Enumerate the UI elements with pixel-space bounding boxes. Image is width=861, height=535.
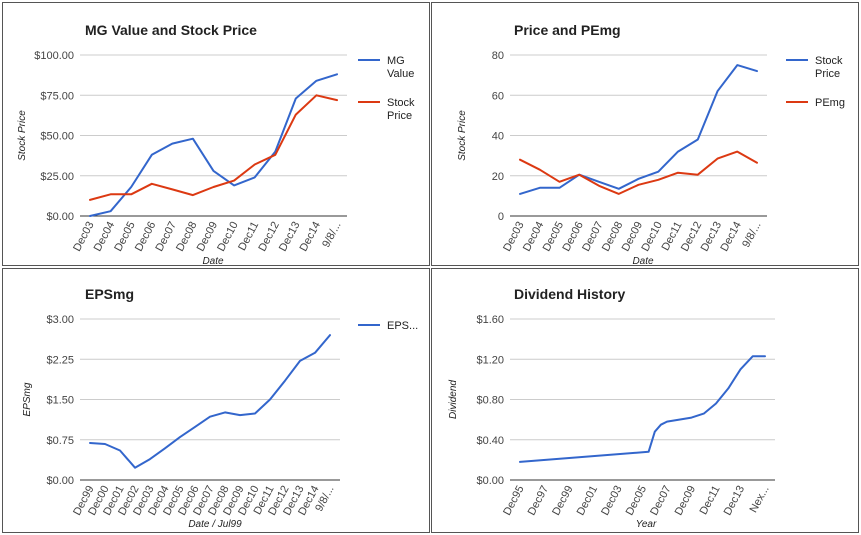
legend-label: Stock Price bbox=[387, 97, 415, 122]
y-tick-label: $0.00 bbox=[46, 211, 74, 223]
x-axis-label: Year bbox=[636, 519, 657, 530]
y-tick-label: $0.00 bbox=[46, 475, 74, 487]
series-line-2 bbox=[519, 150, 758, 195]
legend: Stock Price PEmg bbox=[786, 55, 845, 109]
series-line-1 bbox=[89, 334, 331, 469]
y-tick-label: $1.50 bbox=[46, 395, 74, 407]
chart-panel-3: EPSmg$0.00$0.75$1.50$2.25$3.00Dec99Dec00… bbox=[2, 268, 430, 533]
y-tick-label: 60 bbox=[492, 90, 504, 102]
legend-label: EPS... bbox=[387, 320, 418, 332]
y-tick-label: $1.20 bbox=[476, 354, 504, 366]
chart-title: Dividend History bbox=[514, 286, 625, 302]
legend-label: Stock Price bbox=[815, 55, 843, 80]
panel-frame bbox=[2, 2, 430, 266]
legend: MG Value Stock Price bbox=[358, 55, 415, 122]
y-tick-label: $25.00 bbox=[40, 171, 74, 183]
series-line-1 bbox=[519, 355, 766, 463]
panel-frame bbox=[431, 2, 859, 266]
y-tick-label: $75.00 bbox=[40, 90, 74, 102]
y-tick-label: $0.80 bbox=[476, 395, 504, 407]
y-tick-label: 20 bbox=[492, 171, 504, 183]
y-axis-label: EPSmg bbox=[22, 382, 33, 416]
y-tick-label: $3.00 bbox=[46, 314, 74, 326]
y-tick-label: $100.00 bbox=[34, 50, 74, 62]
y-tick-label: 80 bbox=[492, 50, 504, 62]
chart-panel-4: Dividend History $0.00 $0.40 $0.80 $1.20 $1.6… bbox=[431, 268, 859, 533]
panel-frame bbox=[2, 268, 430, 533]
panel-frame bbox=[431, 268, 859, 533]
chart-title: Price and PEmg bbox=[514, 22, 621, 38]
chart-panel-2: Price and PEmg020406080Dec03Dec04Dec05De… bbox=[431, 2, 859, 267]
chart-title: EPSmg bbox=[85, 286, 134, 302]
y-tick-label: $0.75 bbox=[46, 435, 74, 447]
y-tick-label: $0.40 bbox=[476, 435, 504, 447]
y-tick-label: $0.00 bbox=[476, 475, 504, 487]
y-axis-label: Stock Price bbox=[17, 110, 28, 161]
y-tick-label: $2.25 bbox=[46, 354, 74, 366]
series-line-1 bbox=[89, 73, 338, 217]
x-axis-label: Date bbox=[202, 256, 224, 267]
chart-panel-1: MG Value and Stock Price $0.00 $25.00 $50.0… bbox=[2, 2, 430, 267]
series-line-2 bbox=[89, 94, 338, 201]
legend: EPS... bbox=[358, 320, 418, 332]
y-axis-label: Stock Price bbox=[457, 110, 468, 161]
y-tick-label: 0 bbox=[498, 211, 504, 223]
series-line-1 bbox=[519, 64, 758, 195]
y-tick-label: 40 bbox=[492, 131, 504, 143]
x-axis-label: Date bbox=[632, 256, 654, 267]
legend-label: PEmg bbox=[815, 97, 845, 109]
y-axis-label: Dividend bbox=[448, 380, 459, 419]
x-axis-label: Date / Jul99 bbox=[188, 519, 242, 530]
y-tick-label: $50.00 bbox=[40, 131, 74, 143]
legend-label: MG Value bbox=[387, 55, 414, 80]
chart-title: MG Value and Stock Price bbox=[85, 22, 257, 38]
y-tick-label: $1.60 bbox=[476, 314, 504, 326]
